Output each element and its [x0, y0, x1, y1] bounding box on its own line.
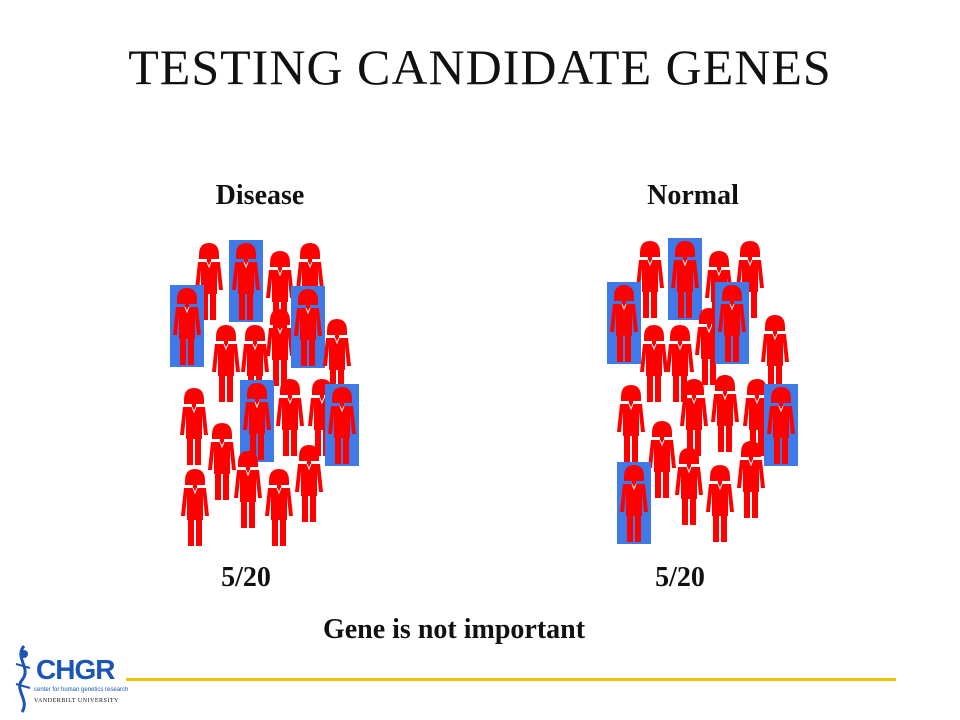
person-icon — [672, 445, 706, 527]
person-icon — [758, 312, 792, 394]
normal-population — [600, 230, 840, 560]
person-icon — [663, 322, 697, 404]
person-icon — [273, 376, 307, 458]
highlighted-person-icon — [170, 285, 204, 367]
person-icon — [178, 466, 212, 548]
highlighted-person-icon — [617, 462, 651, 544]
normal-heading: Normal — [647, 180, 739, 211]
disease-ratio: 5/20 — [221, 562, 271, 593]
person-icon — [708, 372, 742, 454]
person-icon — [677, 376, 711, 458]
highlighted-person-icon — [240, 380, 274, 462]
logo-university: VANDERBILT UNIVERSITY — [34, 698, 119, 704]
highlighted-person-icon — [668, 238, 702, 320]
slide-title: TESTING CANDIDATE GENES — [128, 39, 832, 95]
highlighted-person-icon — [325, 384, 359, 466]
chgr-logo: CHGR center for human genetics research … — [10, 640, 128, 714]
person-icon — [263, 306, 297, 388]
disease-heading: Disease — [215, 180, 305, 211]
person-icon — [292, 442, 326, 524]
person-icon — [614, 382, 648, 464]
disease-population — [165, 230, 405, 560]
person-icon — [262, 466, 296, 548]
logo-subtitle: center for human genetics research — [34, 687, 129, 693]
highlighted-person-icon — [229, 240, 263, 322]
highlighted-person-icon — [764, 384, 798, 466]
person-icon — [177, 385, 211, 467]
highlighted-person-icon — [715, 282, 749, 364]
helix-icon — [15, 645, 31, 713]
person-icon — [320, 316, 354, 398]
person-icon — [645, 418, 679, 500]
person-icon — [734, 438, 768, 520]
person-icon — [231, 448, 265, 530]
person-icon — [209, 322, 243, 404]
logo-wordmark: CHGR — [36, 654, 115, 685]
highlighted-person-icon — [607, 282, 641, 364]
highlighted-person-icon — [291, 286, 325, 368]
footer-rule — [126, 678, 896, 681]
person-icon — [205, 420, 239, 502]
person-icon — [637, 322, 671, 404]
person-icon — [633, 238, 667, 320]
person-icon — [703, 462, 737, 544]
conclusion-text: Gene is not important — [322, 614, 586, 645]
normal-ratio: 5/20 — [655, 562, 705, 593]
